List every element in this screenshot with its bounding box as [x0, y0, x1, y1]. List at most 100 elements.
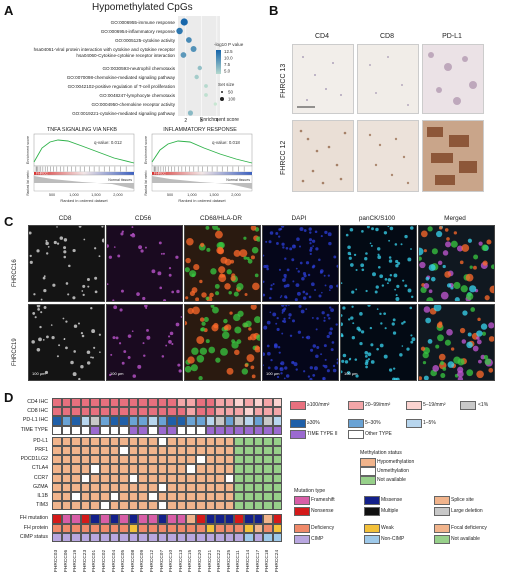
if-signal	[484, 295, 490, 301]
heatmap-cell	[138, 407, 148, 417]
if-signal	[33, 293, 36, 296]
heatmap-cell	[148, 514, 158, 524]
heatmap-cell	[128, 436, 139, 446]
if-signal	[427, 339, 433, 344]
if-signal	[132, 232, 135, 235]
heatmap-cell	[119, 398, 129, 408]
heatmap-cell	[272, 398, 283, 408]
heatmap-col-label: FHRCC15	[188, 549, 194, 572]
heatmap-cell	[263, 464, 273, 474]
heatmap-cell	[205, 501, 216, 511]
if-signal	[119, 308, 123, 312]
ihc-image-cd8-fhrcc13	[357, 44, 419, 114]
heatmap-cell	[215, 416, 225, 426]
if-signal	[330, 348, 334, 352]
heatmap-cell	[176, 446, 187, 456]
if-signal	[347, 245, 351, 250]
if-signal	[117, 254, 121, 258]
heatmap-cell	[167, 416, 177, 426]
heatmap-cell	[138, 482, 148, 492]
if-signal	[63, 238, 68, 242]
heatmap-cell	[176, 473, 187, 483]
if-signal	[446, 283, 452, 288]
heatmap-cell	[157, 446, 168, 456]
heatmap-cell	[128, 464, 139, 474]
if-signal	[213, 322, 219, 329]
ihc-col-cd4: CD4	[314, 33, 329, 40]
heatmap-cell	[224, 523, 235, 533]
heatmap-cell	[167, 398, 177, 408]
if-signal	[297, 330, 302, 334]
gsea-hit-frame	[151, 165, 253, 173]
if-signal	[107, 244, 109, 248]
heatmap-cell	[253, 407, 264, 417]
if-signal	[305, 292, 309, 296]
if-signal	[256, 334, 260, 341]
if-signal	[222, 331, 230, 340]
heatmap-cell	[186, 532, 196, 542]
heatmap-cell	[176, 501, 187, 511]
heatmap-cell	[186, 464, 196, 474]
heatmap-col-label: FHRCC23	[82, 549, 88, 572]
if-signal	[289, 334, 293, 338]
if-signal	[400, 243, 403, 246]
if-signal	[303, 274, 307, 278]
heatmap-cell	[176, 492, 187, 502]
if-signal	[375, 227, 379, 232]
heatmap-cell	[186, 407, 196, 417]
if-signal	[72, 248, 76, 253]
heatmap-cell	[167, 514, 177, 524]
heatmap-cell	[167, 407, 177, 417]
if-signal	[435, 230, 443, 238]
if-signal	[252, 282, 260, 291]
if-signal	[82, 284, 86, 288]
if-signal	[286, 268, 290, 272]
heatmap-cell	[196, 436, 206, 446]
if-signal	[190, 364, 198, 372]
if-signal	[63, 255, 67, 259]
if-signal	[420, 230, 428, 238]
if-image	[418, 304, 495, 381]
if-signal	[81, 334, 85, 338]
if-signal	[488, 322, 494, 329]
if-signal	[82, 293, 85, 296]
if-signal	[311, 316, 314, 319]
heatmap-cell	[224, 482, 235, 492]
heatmap-cell	[196, 407, 206, 417]
if-signal	[447, 361, 455, 368]
heatmap-cell	[128, 523, 139, 533]
heatmap-cell	[272, 523, 283, 533]
heatmap-cell	[244, 398, 254, 408]
if-signal	[269, 231, 274, 235]
heatmap-cell	[224, 407, 235, 417]
gsea-es-frame	[33, 133, 135, 167]
if-signal	[272, 282, 275, 286]
if-signal	[460, 285, 468, 293]
if-signal	[324, 364, 328, 369]
heatmap-cell	[224, 446, 235, 456]
heatmap-cell	[196, 501, 206, 511]
heatmap-cell	[100, 523, 110, 533]
heatmap-cell	[205, 398, 216, 408]
if-signal	[37, 308, 40, 311]
if-signal	[326, 334, 330, 339]
if-signal	[78, 226, 82, 228]
if-signal	[403, 320, 406, 324]
go-term-label: GO:0006954-inflammatory response	[100, 29, 175, 34]
if-signal	[137, 364, 142, 369]
if-signal	[450, 240, 458, 248]
if-signal	[313, 366, 318, 371]
heatmap-cell	[90, 473, 100, 483]
if-signal	[347, 251, 351, 256]
if-signal	[453, 356, 461, 364]
gsea-xtick: 500	[167, 193, 173, 197]
if-signal	[276, 317, 279, 320]
heatmap-cell	[186, 482, 196, 492]
if-signal	[31, 340, 35, 344]
if-signal	[42, 276, 46, 280]
if-signal	[327, 274, 330, 277]
heatmap-cell	[109, 446, 120, 456]
heatmap-cell	[263, 473, 273, 483]
if-signal	[40, 311, 43, 314]
heatmap-cell	[234, 425, 244, 435]
